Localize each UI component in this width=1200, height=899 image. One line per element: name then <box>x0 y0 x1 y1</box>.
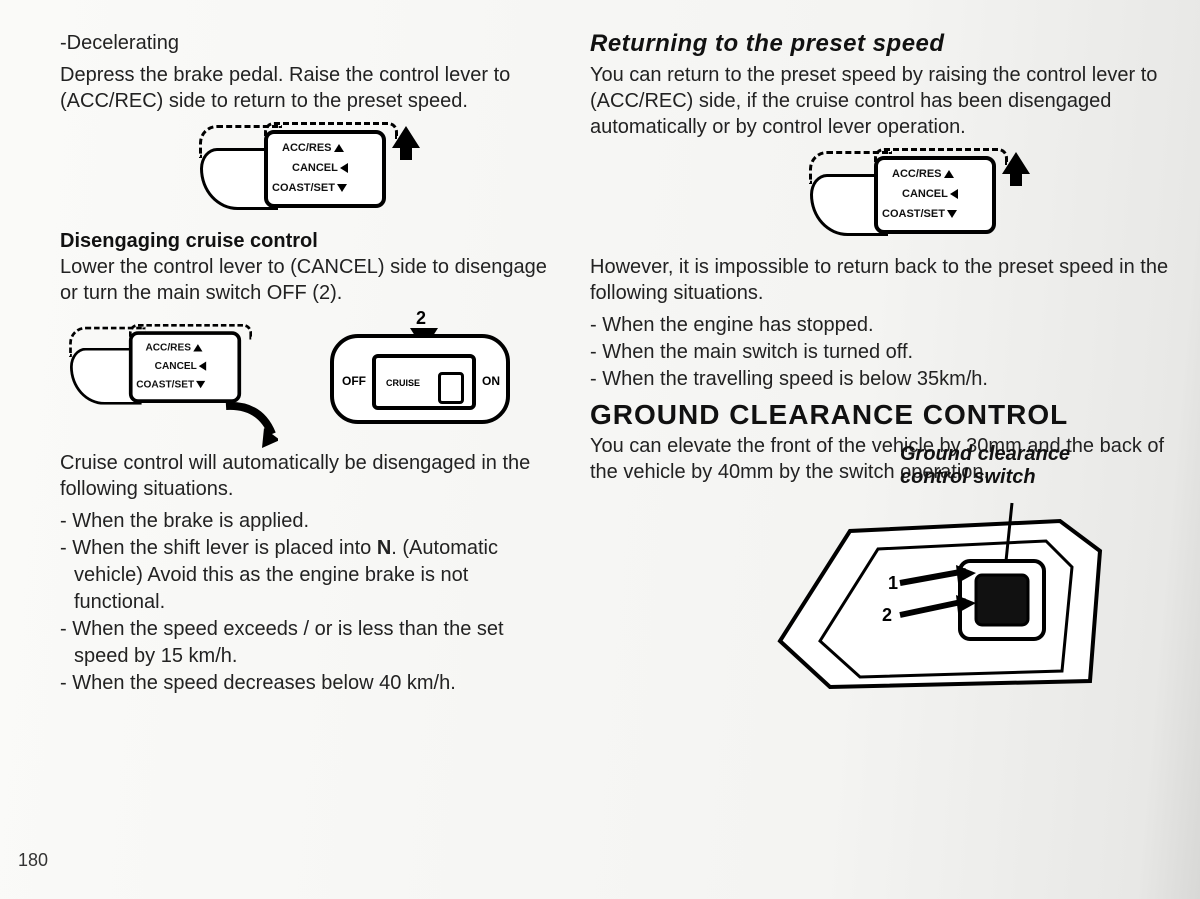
arrow-up-icon <box>1002 152 1030 174</box>
return-bullet-3: - When the travelling speed is below 35k… <box>590 366 1170 393</box>
manual-page: -Decelerating Depress the brake pedal. R… <box>0 0 1200 899</box>
console-diagram: Ground clearance control switch 1 2 <box>760 491 1120 691</box>
lever-label-acc: ACC/RES <box>892 168 954 180</box>
switch-callout-2: 2 <box>416 308 426 329</box>
lever-label-cancel: CANCEL <box>155 361 206 372</box>
however-text: However, it is impossible to return back… <box>590 254 1170 306</box>
disengage-diagram: ACC/RES CANCEL COAST/SET 2 OFF <box>60 312 560 442</box>
disengage-text: Lower the control lever to (CANCEL) side… <box>60 254 560 306</box>
auto-bullet-2a: - When the shift lever is placed into <box>60 537 377 559</box>
main-switch-icon: OFF CRUISE ON <box>330 334 510 424</box>
switch-on-label: ON <box>482 374 500 388</box>
return-title: Returning to the preset speed <box>590 30 1170 58</box>
ground-clearance-callout: Ground clearance control switch <box>900 443 1130 489</box>
disengage-title: Disengaging cruise control <box>60 228 560 254</box>
return-text: You can return to the preset speed by ra… <box>590 62 1170 140</box>
cruise-lever-icon: ACC/RES CANCEL COAST/SET <box>200 120 400 220</box>
return-bullet-1: - When the engine has stopped. <box>590 312 1170 339</box>
two-column-layout: -Decelerating Depress the brake pedal. R… <box>60 30 1170 699</box>
page-number: 180 <box>18 850 48 871</box>
lever-label-cancel: CANCEL <box>902 188 958 200</box>
auto-bullet-3: - When the speed exceeds / or is less th… <box>60 616 560 670</box>
lever-label-coast: COAST/SET <box>882 208 957 220</box>
cruise-lever-icon: ACC/RES CANCEL COAST/SET <box>810 146 1010 246</box>
right-column: Returning to the preset speed You can re… <box>590 30 1170 699</box>
lever-diagram-up-right: ACC/RES CANCEL COAST/SET <box>810 146 1170 246</box>
arrow-up-icon <box>392 126 420 148</box>
switch-off-label: OFF <box>342 374 366 388</box>
lever-diagram-up: ACC/RES CANCEL COAST/SET <box>200 120 560 220</box>
auto-bullet-4: - When the speed decreases below 40 km/h… <box>60 670 560 697</box>
curve-arrow-icon <box>220 400 278 458</box>
return-bullet-2: - When the main switch is turned off. <box>590 339 1170 366</box>
auto-bullet-1: - When the brake is applied. <box>60 508 560 535</box>
ground-clearance-title: GROUND CLEARANCE CONTROL <box>590 399 1170 431</box>
switch-cruise-label: CRUISE <box>386 378 420 388</box>
left-column: -Decelerating Depress the brake pedal. R… <box>60 30 560 699</box>
lever-label-acc: ACC/RES <box>282 142 344 154</box>
lever-label-coast: COAST/SET <box>136 379 205 390</box>
auto-disengage-intro: Cruise control will automatically be dis… <box>60 450 560 502</box>
lever-label-acc: ACC/RES <box>145 342 202 353</box>
center-console-icon: 1 2 <box>760 491 1120 691</box>
lever-label-coast: COAST/SET <box>272 182 347 194</box>
decel-title: -Decelerating <box>60 30 560 56</box>
decel-text: Depress the brake pedal. Raise the contr… <box>60 62 560 114</box>
auto-bullet-2-bold: N <box>377 537 391 559</box>
svg-text:1: 1 <box>888 573 898 593</box>
lever-label-cancel: CANCEL <box>292 162 348 174</box>
auto-bullet-2: - When the shift lever is placed into N.… <box>60 535 560 616</box>
svg-text:2: 2 <box>882 605 892 625</box>
